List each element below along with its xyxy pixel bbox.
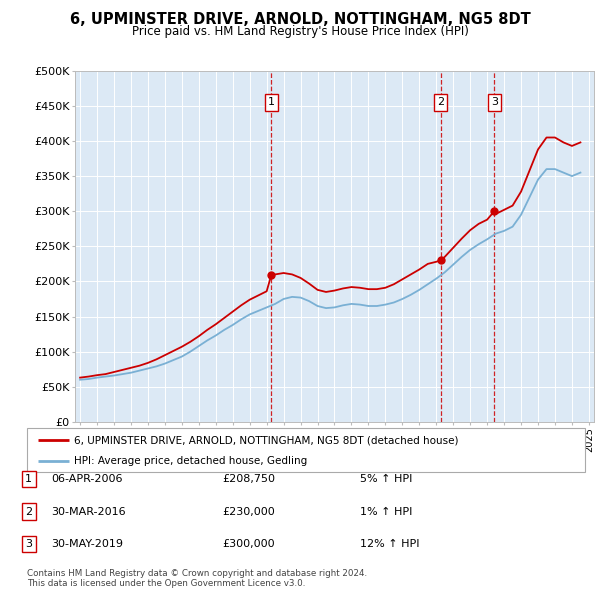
Text: £208,750: £208,750 (222, 474, 275, 484)
Text: 30-MAY-2019: 30-MAY-2019 (51, 539, 123, 549)
Text: HPI: Average price, detached house, Gedling: HPI: Average price, detached house, Gedl… (74, 456, 308, 466)
Text: 12% ↑ HPI: 12% ↑ HPI (360, 539, 419, 549)
FancyBboxPatch shape (27, 428, 585, 472)
Text: 30-MAR-2016: 30-MAR-2016 (51, 507, 125, 516)
Text: 6, UPMINSTER DRIVE, ARNOLD, NOTTINGHAM, NG5 8DT: 6, UPMINSTER DRIVE, ARNOLD, NOTTINGHAM, … (70, 12, 530, 27)
Text: 1: 1 (268, 97, 275, 107)
Text: 3: 3 (25, 539, 32, 549)
Text: £300,000: £300,000 (222, 539, 275, 549)
Text: 1: 1 (25, 474, 32, 484)
Text: Price paid vs. HM Land Registry's House Price Index (HPI): Price paid vs. HM Land Registry's House … (131, 25, 469, 38)
Text: 3: 3 (491, 97, 498, 107)
Text: Contains HM Land Registry data © Crown copyright and database right 2024.
This d: Contains HM Land Registry data © Crown c… (27, 569, 367, 588)
Text: 06-APR-2006: 06-APR-2006 (51, 474, 122, 484)
Text: 5% ↑ HPI: 5% ↑ HPI (360, 474, 412, 484)
Text: 6, UPMINSTER DRIVE, ARNOLD, NOTTINGHAM, NG5 8DT (detached house): 6, UPMINSTER DRIVE, ARNOLD, NOTTINGHAM, … (74, 435, 459, 445)
Text: £230,000: £230,000 (222, 507, 275, 516)
Text: 1% ↑ HPI: 1% ↑ HPI (360, 507, 412, 516)
Text: 2: 2 (437, 97, 444, 107)
Text: 2: 2 (25, 507, 32, 516)
